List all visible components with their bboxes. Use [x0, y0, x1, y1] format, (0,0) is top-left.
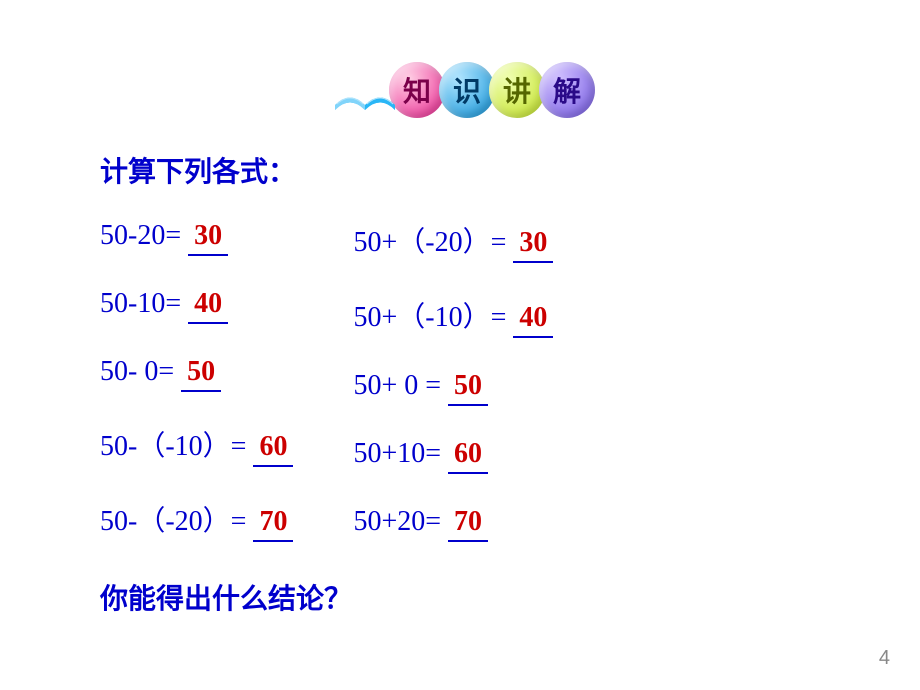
equation: 50-10= 40 — [100, 288, 293, 324]
title-circles: 知识讲解 — [395, 62, 595, 118]
expression: 50-10= — [100, 288, 188, 319]
right-column: 50+（-20）= 30 50+（-10）= 40 50+ 0 = 50 50+10=… — [353, 220, 553, 542]
header: 知识讲解 — [325, 60, 595, 120]
conclusion-question: 你能得出什么结论？ — [100, 577, 820, 617]
equation: 50- 0= 50 — [100, 356, 293, 392]
book-icon — [325, 60, 405, 120]
expression: 50+10= — [353, 438, 448, 469]
expression: 50+（-20）= — [353, 227, 513, 258]
title-circle: 识 — [439, 62, 495, 118]
expression: 50-（-10）= — [100, 431, 253, 462]
equation: 50+（-10）= 40 — [353, 295, 553, 338]
expression: 50-20= — [100, 220, 188, 251]
answer: 30 — [188, 220, 228, 256]
equation: 50+（-20）= 30 — [353, 220, 553, 263]
equations: 50-20= 3050-10= 4050- 0= 5050-（-10）= 605… — [100, 220, 820, 542]
answer: 50 — [448, 370, 488, 406]
page-number: 4 — [879, 647, 890, 670]
left-column: 50-20= 3050-10= 4050- 0= 5050-（-10）= 605… — [100, 220, 293, 542]
answer: 60 — [448, 438, 488, 474]
equation: 50+20= 70 — [353, 506, 553, 542]
expression: 50+20= — [353, 506, 448, 537]
answer: 70 — [253, 506, 293, 542]
answer: 60 — [253, 431, 293, 467]
equation: 50+ 0 = 50 — [353, 370, 553, 406]
equation: 50-（-10）= 60 — [100, 424, 293, 467]
equation: 50-20= 30 — [100, 220, 293, 256]
expression: 50+ 0 = — [353, 370, 448, 401]
equation: 50+10= 60 — [353, 438, 553, 474]
answer: 30 — [513, 227, 553, 263]
answer: 40 — [188, 288, 228, 324]
answer: 50 — [181, 356, 221, 392]
equation: 50-（-20）= 70 — [100, 499, 293, 542]
expression: 50+（-10）= — [353, 302, 513, 333]
instruction: 计算下列各式： — [100, 150, 820, 190]
expression: 50-（-20）= — [100, 506, 253, 537]
content: 计算下列各式： 50-20= 30 50-10= 40 50- 0= 50 50-（-… — [100, 150, 820, 617]
title-circle: 解 — [539, 62, 595, 118]
answer: 70 — [448, 506, 488, 542]
expression: 50- 0= — [100, 356, 181, 387]
title-circle: 讲 — [489, 62, 545, 118]
answer: 40 — [513, 302, 553, 338]
